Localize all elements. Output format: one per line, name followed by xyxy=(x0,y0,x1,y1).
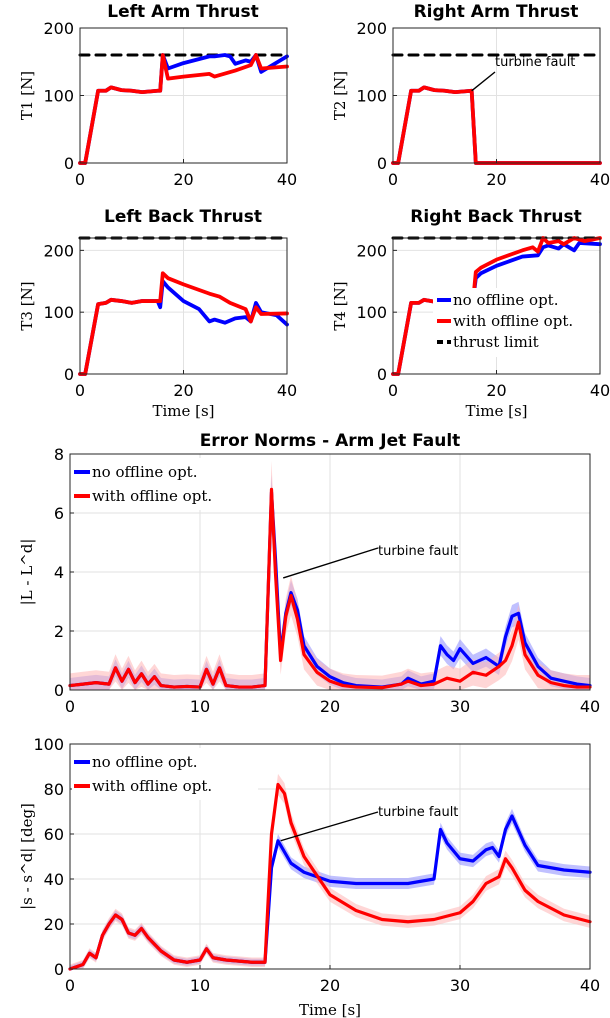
y-tick-label: 0 xyxy=(377,365,387,384)
y-axis-label: T3 [N] xyxy=(18,281,36,330)
annotation-arrow xyxy=(280,811,379,842)
y-tick-label: 100 xyxy=(43,303,74,322)
y-tick-label: 60 xyxy=(44,825,64,844)
x-tick-label: 30 xyxy=(450,697,470,716)
legend-entry: with offline opt. xyxy=(92,487,212,505)
y-tick-label: 200 xyxy=(356,19,387,38)
y-tick-label: 0 xyxy=(64,154,74,173)
chart-title: Error Norms - Arm Jet Fault xyxy=(200,431,461,451)
x-axis-label: Time [s] xyxy=(152,402,214,420)
chart-title: Left Back Thrust xyxy=(104,207,262,227)
annotation-label: turbine fault xyxy=(378,805,458,820)
chart-t3: 0 20 40 0 100 200 Left Back Thrust T3 [N] Time [… xyxy=(18,207,297,420)
series-line-with-offline xyxy=(391,236,602,376)
x-tick-label: 30 xyxy=(450,976,470,995)
legend-entry: thrust limit xyxy=(453,333,539,351)
annotation-label: turbine fault xyxy=(378,544,458,559)
y-axis-label: T1 [N] xyxy=(18,71,36,120)
annotation-label: turbine fault xyxy=(495,55,575,70)
y-tick-label: 80 xyxy=(44,780,64,799)
x-tick-label: 40 xyxy=(590,170,610,189)
x-tick-label: 20 xyxy=(173,170,193,189)
chart-title: Right Back Thrust xyxy=(410,207,581,227)
annotation-arrow xyxy=(282,547,379,579)
y-tick-label: 100 xyxy=(356,303,387,322)
legend-box xyxy=(433,288,599,357)
x-tick-label: 0 xyxy=(65,976,75,995)
series-line-with-offline xyxy=(391,85,602,165)
x-tick-label: 40 xyxy=(590,381,610,400)
legend: no offline opt. with offline opt. xyxy=(72,458,258,510)
x-axis-label: Time [s] xyxy=(299,1001,361,1018)
x-tick-label: 40 xyxy=(580,976,600,995)
x-tick-label: 40 xyxy=(580,697,600,716)
y-tick-label: 200 xyxy=(43,19,74,38)
legend-box xyxy=(72,748,258,800)
y-tick-label: 40 xyxy=(44,870,64,889)
x-tick-label: 20 xyxy=(173,381,193,400)
series-line-with-offline xyxy=(68,782,592,971)
x-tick-label: 20 xyxy=(320,976,340,995)
y-tick-label: 200 xyxy=(43,241,74,260)
series-line-with-offline xyxy=(78,271,289,376)
y-tick-label: 8 xyxy=(54,445,64,464)
legend-entry: no offline opt. xyxy=(92,753,197,771)
x-tick-label: 0 xyxy=(75,381,85,400)
x-tick-label: 0 xyxy=(75,170,85,189)
annotation-arrow xyxy=(471,71,496,92)
y-axis-label: T2 [N] xyxy=(331,71,349,120)
x-tick-label: 0 xyxy=(65,697,75,716)
x-tick-label: 20 xyxy=(486,170,506,189)
y-tick-label: 100 xyxy=(33,735,64,754)
chart-t2: 0 20 40 0 100 200 Right Arm Thrust T2 [N] turbin… xyxy=(331,2,610,189)
x-tick-label: 40 xyxy=(277,381,297,400)
x-tick-label: 20 xyxy=(320,697,340,716)
chart-t4: 0 20 40 0 100 200 Right Back Thrust T4 [N] Time … xyxy=(331,207,610,420)
y-tick-label: 100 xyxy=(356,87,387,106)
y-axis-label: T4 [N] xyxy=(331,281,349,330)
legend: no offline opt. with offline opt. xyxy=(72,748,258,800)
y-tick-label: 2 xyxy=(54,622,64,641)
series-line-with-offline xyxy=(68,487,592,690)
x-tick-label: 0 xyxy=(388,170,398,189)
chart-title: Right Arm Thrust xyxy=(414,2,579,22)
legend-entry: no offline opt. xyxy=(453,291,558,309)
series-line-with-offline xyxy=(78,53,289,165)
y-tick-label: 100 xyxy=(43,87,74,106)
chart-title: Left Arm Thrust xyxy=(107,2,258,22)
chart-t1: 0 20 40 0 100 200 Left Arm Thrust T1 [N] xyxy=(18,2,297,189)
x-tick-label: 10 xyxy=(190,976,210,995)
y-tick-label: 6 xyxy=(54,504,64,523)
x-axis-label: Time [s] xyxy=(465,402,527,420)
x-tick-label: 40 xyxy=(277,170,297,189)
y-tick-label: 0 xyxy=(54,960,64,979)
x-tick-label: 20 xyxy=(486,381,506,400)
y-tick-label: 20 xyxy=(44,915,64,934)
y-tick-label: 0 xyxy=(377,154,387,173)
y-tick-label: 0 xyxy=(54,681,64,700)
x-tick-label: 10 xyxy=(190,697,210,716)
x-tick-label: 0 xyxy=(388,381,398,400)
legend: no offline opt. with offline opt. thrust l… xyxy=(433,288,599,357)
legend-entry: with offline opt. xyxy=(92,777,212,795)
y-tick-label: 200 xyxy=(356,241,387,260)
y-tick-label: 4 xyxy=(54,563,64,582)
legend-entry: with offline opt. xyxy=(453,312,573,330)
chart-e1: 0 10 20 30 40 0 2 4 6 8 Error Norms - Arm Jet Faul… xyxy=(18,431,600,716)
y-axis-label: |s - s^d| [deg] xyxy=(18,803,36,910)
legend-entry: no offline opt. xyxy=(92,463,197,481)
chart-e2: 0 10 20 30 40 0 20 40 60 80 100 |s - s^d| [deg] Time… xyxy=(18,735,600,1018)
legend-box xyxy=(72,458,258,510)
y-tick-label: 0 xyxy=(64,365,74,384)
y-axis-label: |L - L^d| xyxy=(18,539,36,606)
